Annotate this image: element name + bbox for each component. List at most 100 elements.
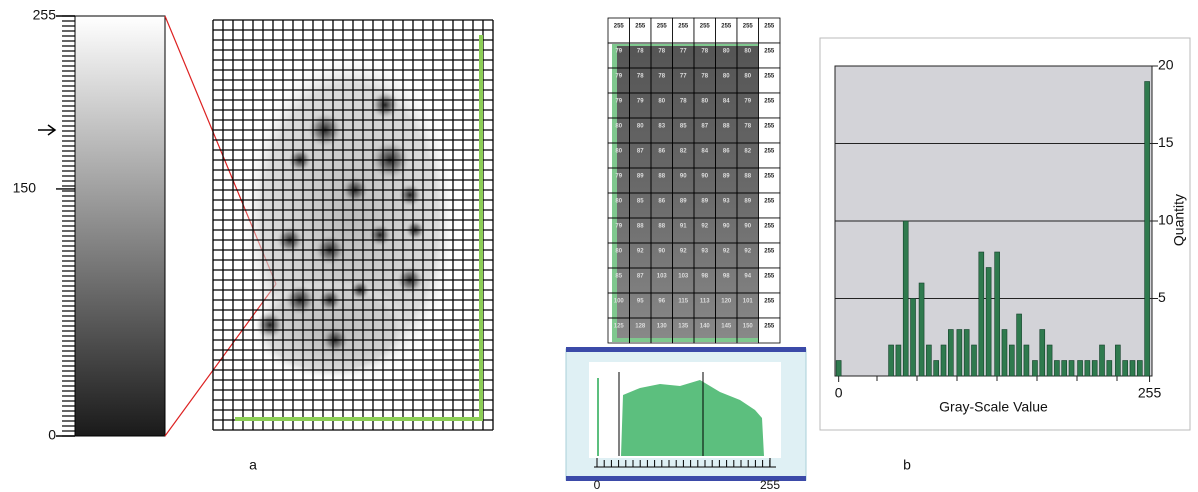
cell-value: 80 [744, 74, 751, 80]
cell-value: 255 [635, 24, 646, 30]
cell-value: 255 [764, 149, 775, 155]
cell-value: 85 [637, 199, 644, 205]
cell-value: 92 [637, 249, 644, 255]
cell-value: 85 [615, 274, 622, 280]
cell-value: 88 [637, 224, 644, 230]
bar [1107, 361, 1112, 377]
cell-value: 255 [764, 249, 775, 255]
x-tick-label: 255 [760, 478, 780, 492]
cell-value: 80 [615, 199, 622, 205]
cell-value: 79 [615, 49, 622, 55]
thumb-band [566, 347, 806, 352]
table-cell [759, 93, 781, 118]
y-tick-label: 5 [1158, 289, 1166, 305]
x-tick-label: 0 [594, 478, 601, 492]
cell-value: 128 [635, 324, 646, 330]
cell-value: 79 [615, 99, 622, 105]
bar [957, 330, 962, 377]
table-cell [694, 18, 716, 43]
table-cell [759, 218, 781, 243]
table-cell [759, 293, 781, 318]
bar [941, 345, 946, 376]
table-cell [759, 18, 781, 43]
fabric-image [617, 46, 760, 338]
y-tick-label: 20 [1158, 57, 1174, 73]
cell-value: 255 [743, 24, 754, 30]
cell-value: 92 [723, 249, 730, 255]
cell-value: 125 [614, 324, 625, 330]
cell-value: 93 [701, 249, 708, 255]
table-cell [759, 168, 781, 193]
bar [948, 330, 953, 377]
figure: 2552552552552552552552557978787778808025… [0, 0, 1198, 492]
cell-value: 255 [764, 174, 775, 180]
cell-value: 82 [744, 149, 751, 155]
table-cell [673, 18, 695, 43]
bar [889, 345, 894, 376]
cell-value: 90 [658, 249, 665, 255]
bar [1092, 361, 1097, 377]
bar [964, 330, 969, 377]
cell-value: 78 [658, 49, 665, 55]
cell-value: 90 [680, 174, 687, 180]
cell-value: 255 [721, 24, 732, 30]
x-tick-label: 0 [835, 385, 843, 401]
table-cell [759, 268, 781, 293]
cell-value: 80 [637, 124, 644, 130]
bar [1078, 361, 1083, 377]
table-cell [759, 193, 781, 218]
cell-value: 130 [657, 324, 668, 330]
bar [1115, 345, 1120, 376]
cell-value: 92 [680, 249, 687, 255]
bar [1040, 330, 1045, 377]
y-axis-label: Quantity [1171, 194, 1187, 246]
panel-label: b [903, 457, 911, 473]
x-axis-label: Gray-Scale Value [939, 399, 1048, 415]
bar [1137, 361, 1142, 377]
page: 2552552552552552552552557978787778808025… [0, 0, 1198, 492]
cell-value: 255 [764, 199, 775, 205]
cell-value: 255 [764, 49, 775, 55]
cell-value: 90 [701, 174, 708, 180]
panel-label: a [249, 457, 257, 473]
table-cell [759, 68, 781, 93]
cell-value: 87 [637, 274, 644, 280]
cell-value: 90 [744, 224, 751, 230]
cell-value: 88 [723, 124, 730, 130]
cell-value: 98 [723, 274, 730, 280]
cell-value: 89 [637, 174, 644, 180]
cell-value: 255 [764, 124, 775, 130]
cell-value: 89 [723, 174, 730, 180]
cell-value: 103 [678, 274, 689, 280]
y-tick-label: 150 [13, 180, 37, 196]
cell-value: 80 [615, 249, 622, 255]
bar [911, 299, 916, 377]
cell-value: 78 [637, 49, 644, 55]
cell-value: 79 [637, 99, 644, 105]
bar [919, 283, 924, 376]
bar [896, 345, 901, 376]
cell-value: 78 [658, 74, 665, 80]
cell-value: 80 [615, 149, 622, 155]
cell-value: 255 [657, 24, 668, 30]
cell-value: 255 [764, 299, 775, 305]
cell-value: 83 [658, 124, 665, 130]
bar [1009, 345, 1014, 376]
cell-value: 78 [744, 124, 751, 130]
cell-value: 89 [744, 199, 751, 205]
bar [979, 252, 984, 376]
cell-value: 88 [658, 224, 665, 230]
y-tick-label: 15 [1158, 134, 1174, 150]
cell-value: 78 [701, 74, 708, 80]
cell-value: 84 [723, 99, 730, 105]
cell-value: 255 [764, 99, 775, 105]
cell-value: 84 [701, 149, 708, 155]
cell-value: 150 [743, 324, 754, 330]
cell-value: 85 [680, 124, 687, 130]
table-cell [759, 143, 781, 168]
cell-value: 255 [764, 274, 775, 280]
cell-value: 79 [615, 74, 622, 80]
bar [971, 345, 976, 376]
bar [1100, 345, 1105, 376]
cell-value: 88 [744, 174, 751, 180]
